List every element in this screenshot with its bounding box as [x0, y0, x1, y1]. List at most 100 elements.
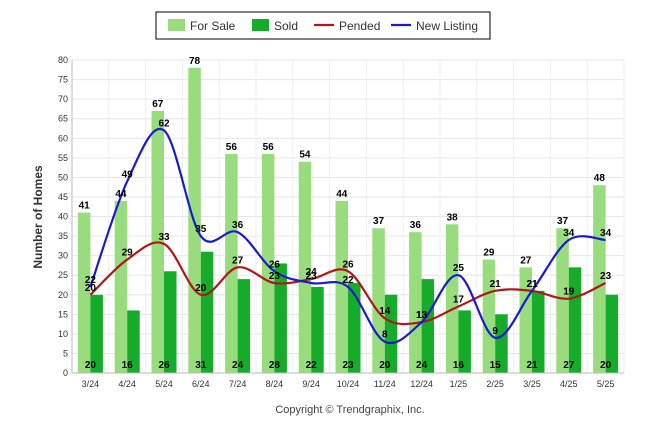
bar-for-sale-11-24 — [372, 228, 385, 373]
bar-sold-2-25 — [495, 314, 508, 373]
y-tick-label-80: 80 — [58, 55, 68, 65]
data-label-new-listing-2-25: 9 — [492, 326, 498, 337]
data-label-pended-6-24: 20 — [195, 283, 207, 294]
data-label-sold-11-24: 20 — [379, 360, 391, 371]
x-tick-label-7-24: 7/24 — [229, 379, 247, 389]
y-tick-label-45: 45 — [58, 192, 68, 202]
data-label-new-listing-4-24: 49 — [122, 169, 134, 180]
legend-label-sold: Sold — [274, 19, 298, 33]
data-label-sold-12-24: 24 — [416, 360, 428, 371]
bar-for-sale-7-24 — [225, 153, 238, 373]
bar-sold-1-25 — [458, 310, 471, 373]
data-label-for-sale-5-24: 67 — [152, 99, 164, 110]
x-tick-label-5-25: 5/25 — [597, 379, 615, 389]
data-label-new-listing-6-24: 35 — [195, 224, 207, 235]
bar-sold-7-24 — [237, 279, 251, 373]
data-label-sold-8-24: 28 — [269, 360, 281, 371]
data-label-sold-4-24: 16 — [122, 360, 134, 371]
bar-sold-3-25 — [532, 290, 545, 373]
legend: For Sale Sold Pended New Listing — [155, 11, 491, 40]
y-tick-label-20: 20 — [58, 290, 68, 300]
y-tick-label-35: 35 — [58, 231, 68, 241]
data-label-sold-3-25: 21 — [526, 360, 538, 371]
legend-swatch-for-sale — [168, 19, 185, 31]
legend-label-new-listing: New Listing — [416, 19, 478, 33]
data-label-for-sale-3-24: 41 — [79, 201, 91, 212]
bar-sold-4-25 — [568, 267, 582, 373]
bar-sold-6-24 — [200, 251, 214, 373]
copyright-credit: Copyright © Trendgraphix, Inc. — [275, 404, 424, 416]
data-label-pended-8-24: 23 — [269, 271, 281, 282]
legend-label-pended: Pended — [339, 19, 380, 33]
x-tick-label-4-25: 4/25 — [560, 379, 578, 389]
data-label-pended-2-25: 21 — [490, 279, 502, 290]
y-tick-label-10: 10 — [58, 329, 68, 339]
y-tick-label-55: 55 — [58, 153, 68, 163]
data-label-pended-4-24: 29 — [122, 248, 134, 259]
data-label-new-listing-5-24: 62 — [158, 118, 170, 129]
y-tick-label-60: 60 — [58, 133, 68, 143]
data-label-for-sale-5-25: 48 — [594, 173, 606, 184]
data-label-sold-6-24: 31 — [195, 360, 207, 371]
data-label-new-listing-9-24: 23 — [306, 271, 318, 282]
data-label-pended-10-24: 26 — [342, 259, 354, 270]
data-label-pended-7-24: 27 — [232, 255, 244, 266]
data-label-new-listing-8-24: 26 — [269, 259, 281, 270]
bar-for-sale-2-25 — [482, 259, 496, 373]
x-tick-label-8-24: 8/24 — [266, 379, 284, 389]
data-label-sold-9-24: 22 — [306, 360, 318, 371]
bar-for-sale-9-24 — [298, 161, 312, 373]
lines — [89, 127, 607, 345]
x-tick-label-3-24: 3/24 — [82, 379, 100, 389]
y-axis-title: Number of Homes — [31, 165, 45, 269]
data-label-for-sale-6-24: 78 — [189, 56, 201, 67]
x-tick-label-10-24: 10/24 — [337, 379, 360, 389]
data-label-for-sale-4-25: 37 — [557, 216, 569, 227]
bar-sold-9-24 — [311, 286, 324, 373]
data-label-for-sale-10-24: 44 — [336, 189, 348, 200]
data-label-for-sale-4-24: 44 — [115, 189, 127, 200]
bar-for-sale-4-25 — [556, 228, 569, 373]
data-label-for-sale-11-24: 37 — [373, 216, 385, 227]
data-label-for-sale-12-24: 36 — [410, 220, 422, 231]
bar-for-sale-8-24 — [261, 153, 275, 373]
bar-sold-10-24 — [348, 283, 361, 373]
bar-sold-5-25 — [605, 294, 619, 373]
data-label-for-sale-8-24: 56 — [263, 142, 275, 153]
bar-for-sale-4-24 — [114, 200, 128, 373]
x-tick-label-11-24: 11/24 — [374, 379, 396, 389]
data-label-new-listing-3-25: 21 — [526, 279, 538, 290]
data-label-pended-3-24: 20 — [85, 283, 97, 294]
data-label-pended-11-24: 14 — [379, 306, 391, 317]
x-tick-label-9-24: 9/24 — [302, 379, 320, 389]
data-label-new-listing-4-25: 34 — [563, 228, 575, 239]
y-tick-label-75: 75 — [58, 75, 68, 85]
y-tick-label-5: 5 — [63, 348, 68, 358]
data-label-for-sale-1-25: 38 — [447, 212, 459, 223]
bar-for-sale-5-25 — [593, 185, 606, 373]
data-label-sold-5-24: 26 — [158, 360, 170, 371]
data-label-sold-3-24: 20 — [85, 360, 97, 371]
data-label-pended-3-25: 21 — [526, 279, 538, 290]
x-tick-label-6-24: 6/24 — [192, 379, 210, 389]
y-tick-label-15: 15 — [58, 309, 68, 319]
bars — [77, 67, 619, 374]
bar-sold-3-24 — [90, 294, 103, 373]
bar-for-sale-10-24 — [335, 200, 348, 373]
data-label-new-listing-5-25: 34 — [600, 228, 612, 239]
x-tick-label-5-24: 5/24 — [155, 379, 173, 389]
data-label-sold-5-25: 20 — [600, 360, 612, 371]
x-tick-label-3-25: 3/25 — [523, 379, 541, 389]
bar-sold-12-24 — [421, 279, 435, 373]
bar-for-sale-3-24 — [77, 212, 91, 373]
data-label-new-listing-10-24: 22 — [342, 275, 354, 286]
data-label-sold-1-25: 16 — [453, 360, 465, 371]
data-label-pended-5-25: 23 — [600, 271, 612, 282]
y-tick-label-0: 0 — [63, 368, 68, 378]
bar-sold-11-24 — [384, 294, 398, 373]
data-label-sold-10-24: 23 — [342, 360, 354, 371]
data-label-pended-5-24: 33 — [158, 232, 170, 243]
data-label-pended-1-25: 17 — [453, 294, 465, 305]
data-label-pended-4-25: 19 — [563, 287, 575, 298]
